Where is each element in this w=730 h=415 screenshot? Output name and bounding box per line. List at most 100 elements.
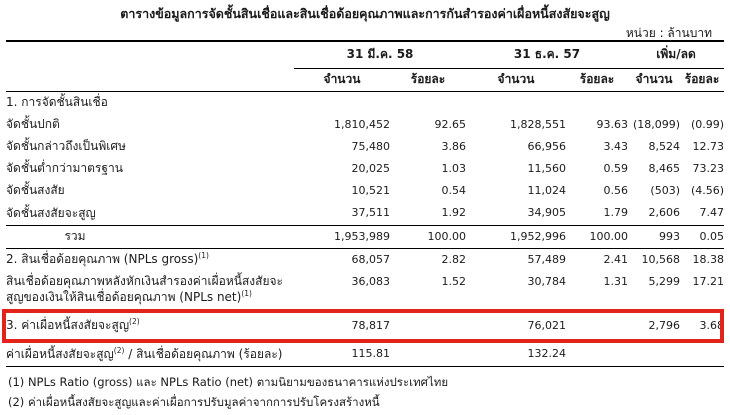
cell: 34,905 — [527, 206, 567, 220]
col-header-amount-2: จำนวน — [497, 72, 535, 86]
cell: 2,606 — [648, 206, 681, 220]
table-row-allowance-highlighted: 3. ค่าเผื่อหนี้สงสัยจะสูญ(2) 78,817 76,0… — [6, 308, 724, 342]
table-row-npls-gross: 2. สินเชื่อด้อยคุณภาพ (NPLs gross)(1) 68… — [6, 248, 724, 270]
row-label-text: 3. ค่าเผื่อหนี้สงสัยจะสูญ — [6, 317, 130, 332]
cell — [566, 308, 628, 342]
cell: 3.43 — [603, 139, 629, 153]
cell: 2.82 — [441, 252, 467, 266]
cell — [628, 91, 680, 113]
label-column-spacer — [6, 68, 294, 91]
cell: 12.73 — [692, 139, 725, 153]
cell: 1,810,452 — [334, 117, 390, 131]
cell: 73.23 — [692, 161, 725, 175]
cell: 66,956 — [527, 139, 567, 153]
footnote-marker: (1) — [198, 251, 209, 261]
footnotes: (1) NPLs Ratio (gross) และ NPLs Ratio (n… — [8, 372, 722, 412]
table-row-doubtful: จัดชั้นสงสัย 10,521 0.54 11,024 0.56 (50… — [6, 179, 724, 201]
label-column-spacer — [6, 41, 294, 68]
column-group-change: เพิ่ม/ลด — [628, 41, 725, 69]
cell: 993 — [659, 230, 681, 243]
table-row-special-mention: จัดชั้นกล่าวถึงเป็นพิเศษ 75,480 3.86 66,… — [6, 135, 724, 157]
cell: 1,952,996 — [510, 230, 566, 243]
cell: 2.41 — [603, 252, 629, 266]
cell — [566, 91, 628, 113]
cell: 11,024 — [527, 183, 567, 197]
cell: 132.24 — [527, 347, 567, 361]
cell: 8,465 — [648, 161, 681, 175]
table-row-npls-net: สินเชื่อด้อยคุณภาพหลังหักเงินสำรองค่าเผื… — [6, 270, 724, 308]
row-label: จัดชั้นสงสัยจะสูญ — [6, 205, 96, 220]
cell: 20,025 — [351, 161, 391, 175]
column-group-prior-period: 31 ธ.ค. 57 — [466, 41, 629, 69]
table-row-coverage-ratio: ค่าเผื่อหนี้สงสัยจะสูญ(2) / สินเชื่อด้อย… — [6, 342, 725, 366]
cell: 11,560 — [527, 161, 567, 175]
row-label: 1. การจัดชั้นสินเชื่อ — [6, 95, 108, 110]
cell — [680, 342, 724, 366]
cell: 1,828,551 — [510, 117, 566, 131]
cell — [628, 342, 680, 366]
unit-label: หน่วย : ล้านบาท — [625, 26, 712, 40]
cell — [390, 342, 466, 366]
sub-header-row: จำนวน ร้อยละ จำนวน ร้อยละ จำนวน ร้อยละ — [6, 68, 725, 91]
cell: 1,953,989 — [334, 230, 390, 243]
cell: 1.31 — [603, 275, 629, 288]
cell: 0.05 — [699, 230, 725, 243]
table-row-section-1: 1. การจัดชั้นสินเชื่อ — [6, 91, 724, 113]
column-group-current-period: 31 มี.ค. 58 — [294, 41, 466, 69]
col-header-amount-3: จำนวน — [635, 72, 673, 86]
col-header-percent-3: ร้อยละ — [684, 72, 720, 86]
cell: 7.47 — [699, 206, 725, 220]
footnote-marker: (2) — [113, 345, 125, 355]
cell: 75,480 — [351, 139, 391, 153]
footnote-marker: (1) — [241, 289, 252, 299]
row-label: ค่าเผื่อหนี้สงสัยจะสูญ(2) / สินเชื่อด้อย… — [6, 342, 294, 366]
cell: 92.65 — [434, 117, 467, 131]
table-row-total: รวม 1,953,989 100.00 1,952,996 100.00 99… — [6, 225, 725, 248]
cell: 18.38 — [692, 252, 725, 266]
column-group-header-row: 31 มี.ค. 58 31 ธ.ค. 57 เพิ่ม/ลด — [6, 41, 725, 69]
cell: 0.56 — [603, 183, 629, 197]
footnote-2: (2) ค่าเผื่อหนี้สงสัยจะสูญและค่าเผื่อการ… — [8, 395, 380, 409]
cell: 0.59 — [603, 161, 629, 175]
cell: 3.86 — [441, 139, 467, 153]
cell: 10,521 — [351, 183, 391, 197]
cell: 8,524 — [648, 139, 681, 153]
cell: 36,083 — [351, 275, 391, 288]
cell — [390, 91, 466, 113]
cell: 17.21 — [692, 275, 725, 288]
row-label: 3. ค่าเผื่อหนี้สงสัยจะสูญ(2) — [6, 308, 294, 342]
cell: 1.92 — [441, 206, 467, 220]
row-label-suffix: / สินเชื่อด้อยคุณภาพ (ร้อยละ) — [124, 346, 283, 361]
row-label-text: 2. สินเชื่อด้อยคุณภาพ (NPLs gross) — [6, 252, 199, 267]
loan-classification-table: 31 มี.ค. 58 31 ธ.ค. 57 เพิ่ม/ลด จำนวน ร้… — [6, 40, 725, 367]
table-row-substandard: จัดชั้นต่ำกว่ามาตรฐาน 20,025 1.03 11,560… — [6, 157, 724, 179]
cell — [294, 91, 390, 113]
cell: 57,489 — [527, 252, 567, 266]
cell: 2,796 — [648, 318, 681, 332]
row-label: จัดชั้นสงสัย — [6, 182, 65, 197]
row-label: รวม — [64, 229, 86, 244]
cell: 115.81 — [351, 347, 391, 361]
cell — [680, 91, 724, 113]
row-label: สินเชื่อด้อยคุณภาพหลังหักเงินสำรองค่าเผื… — [6, 270, 294, 308]
cell: (0.99) — [690, 117, 725, 131]
cell: 93.63 — [596, 117, 629, 131]
cell: (18,099) — [632, 117, 681, 131]
cell: 76,021 — [527, 318, 567, 332]
col-header-amount-1: จำนวน — [323, 72, 361, 86]
cell — [566, 342, 628, 366]
col-header-percent-1: ร้อยละ — [410, 72, 446, 86]
table-row-normal: จัดชั้นปกติ 1,810,452 92.65 1,828,551 93… — [6, 113, 724, 135]
cell — [466, 91, 566, 113]
cell: 0.54 — [441, 183, 467, 197]
cell: 37,511 — [351, 206, 391, 220]
row-label: 2. สินเชื่อด้อยคุณภาพ (NPLs gross)(1) — [6, 248, 294, 270]
cell: 5,299 — [648, 275, 681, 288]
footnote-1: (1) NPLs Ratio (gross) และ NPLs Ratio (n… — [8, 375, 449, 389]
row-label-line2: สูญของเงินให้สินเชื่อด้อยคุณภาพ (NPLs ne… — [6, 290, 242, 305]
cell: (503) — [650, 183, 681, 197]
row-label: จัดชั้นปกติ — [6, 116, 60, 131]
cell: 30,784 — [527, 275, 567, 288]
cell: 1.03 — [441, 161, 467, 175]
